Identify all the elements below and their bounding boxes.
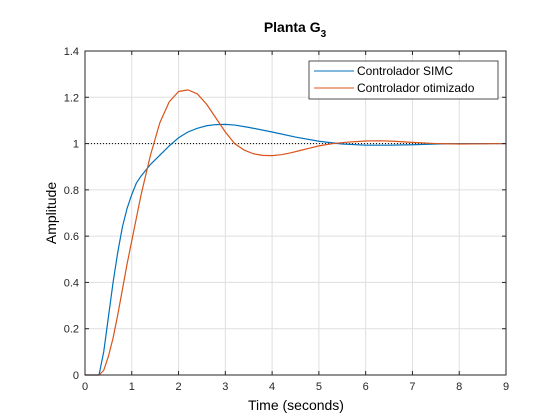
y-tick-label: 0.6	[64, 231, 79, 243]
legend-label-simc: Controlador SIMC	[357, 64, 453, 78]
chart-title: Planta G3	[264, 19, 327, 40]
series-layer	[85, 89, 507, 376]
x-tick-label: 1	[129, 381, 135, 393]
y-tick-label: 1.2	[64, 92, 79, 104]
x-tick-label: 5	[316, 381, 322, 393]
axes-box	[84, 50, 507, 376]
chart-title-main: Planta G	[264, 19, 321, 35]
y-axis-label: Amplitude	[43, 182, 59, 244]
x-axis-label: Time (seconds)	[248, 397, 344, 413]
x-tick-label: 8	[456, 381, 462, 393]
x-tick-label: 9	[503, 381, 509, 393]
ticks	[84, 50, 507, 376]
x-tick-label: 2	[175, 381, 181, 393]
x-tick-label: 0	[82, 381, 88, 393]
tick-labels: 0 1 2 3 4 5 6 7 8 9 0 0.2 0.4 0.6 0.8 1 1.2 1.4	[64, 46, 509, 393]
chart-title-subscript: 3	[321, 29, 327, 40]
x-tick-label: 4	[269, 381, 275, 393]
x-tick-label: 7	[409, 381, 415, 393]
plot-area	[85, 51, 506, 375]
y-tick-label: 1.4	[64, 46, 79, 58]
legend: Controlador SIMC Controlador otimizado	[308, 60, 499, 100]
legend-box	[308, 60, 499, 100]
y-tick-label: 0.8	[64, 185, 79, 197]
x-tick-label: 6	[363, 381, 369, 393]
y-tick-label: 0.4	[64, 277, 79, 289]
x-tick-label: 3	[222, 381, 228, 393]
series-line-0	[85, 123, 506, 376]
y-tick-label: 1	[73, 139, 79, 151]
y-tick-label: 0	[73, 370, 79, 382]
legend-label-otimizado: Controlador otimizado	[357, 81, 475, 95]
series-line-1	[85, 89, 507, 376]
y-tick-label: 0.2	[64, 324, 79, 336]
